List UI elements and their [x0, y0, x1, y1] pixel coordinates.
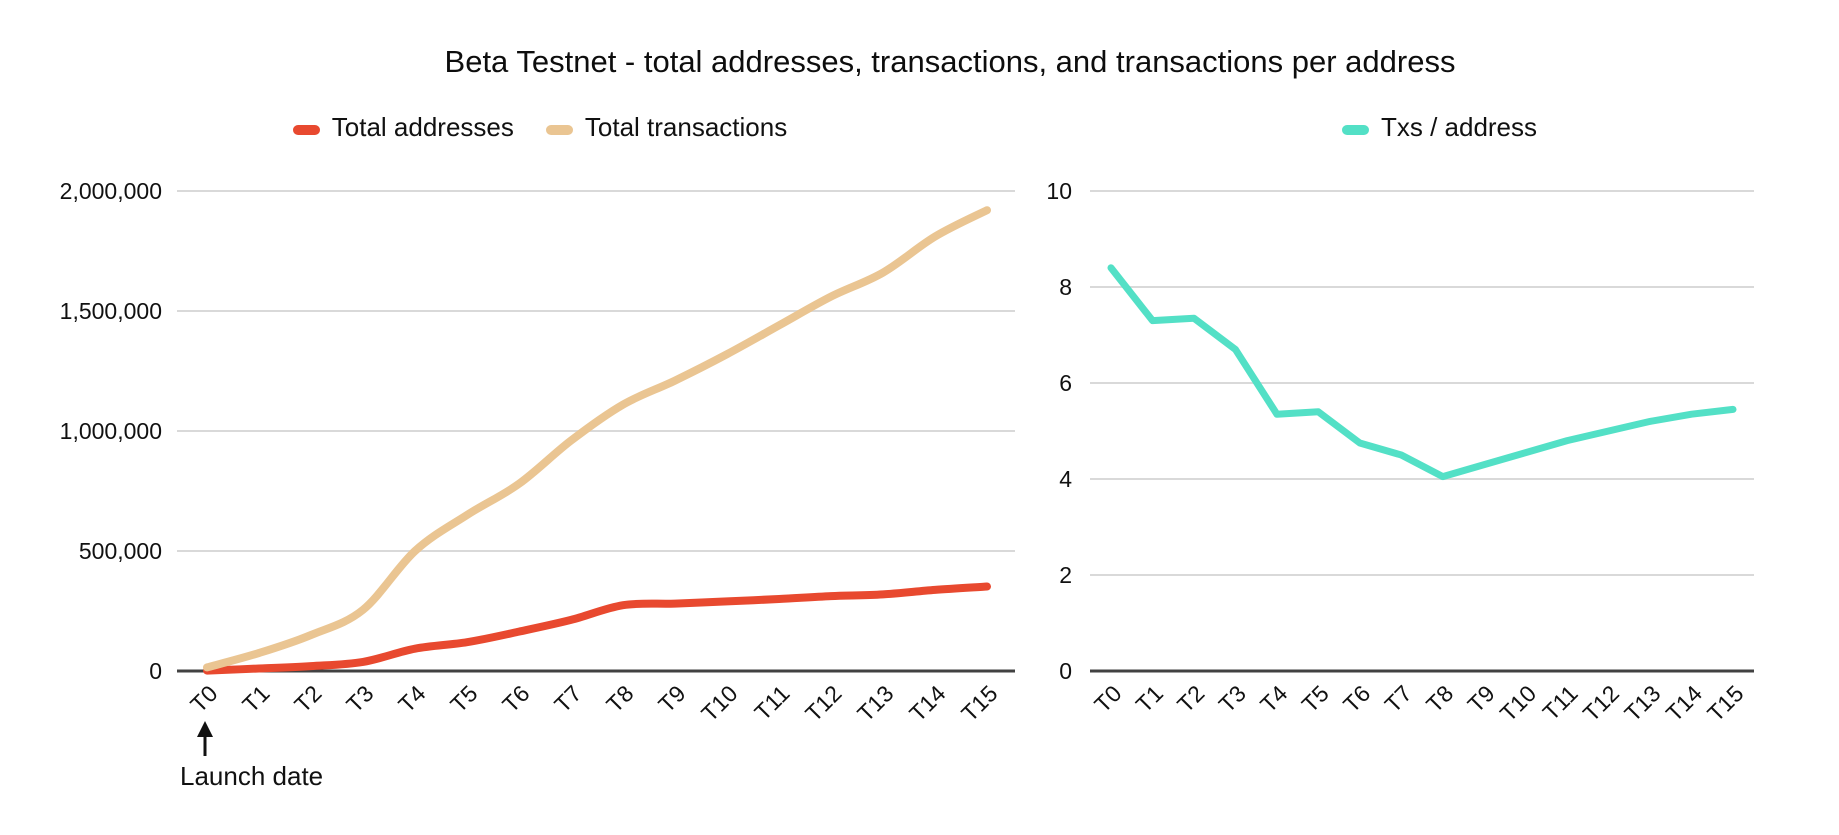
chart0-x-tick-label: T4 — [393, 680, 431, 718]
chart1-x-tick-label: T11 — [1538, 680, 1583, 725]
series-line-txs-address — [1107, 264, 1737, 481]
legend-left: Total addresses Total transactions — [0, 112, 1080, 143]
chart1-y-tick-label: 6 — [1059, 370, 1072, 396]
total-transactions-swatch-icon — [545, 125, 573, 135]
chart0-x-tick-label: T10 — [696, 680, 742, 726]
chart0-y-tick-label: 1,000,000 — [60, 418, 162, 444]
chart0-x-tick-label: T1 — [237, 680, 274, 717]
chart1-x-tick-label: T2 — [1172, 680, 1209, 717]
chart1-x-tick-label: T8 — [1421, 680, 1458, 717]
chart0-x-tick-label: T3 — [341, 680, 378, 717]
legend-label-total-addresses: Total addresses — [331, 112, 514, 142]
chart1-y-tick-label: 10 — [1046, 178, 1072, 204]
chart0-x-tick-label: T15 — [956, 680, 1002, 726]
chart1-x-tick-label: T6 — [1338, 680, 1375, 717]
legend-right: Txs / address — [1040, 112, 1839, 143]
chart1-x-tick-label: T7 — [1379, 680, 1416, 717]
chart0-x-tick-label: T2 — [289, 680, 326, 717]
chart1-y-tick-label: 2 — [1059, 562, 1072, 588]
chart1-x-tick-label: T3 — [1214, 680, 1251, 717]
chart0-x-tick-label: T0 — [185, 680, 222, 717]
launch-date-arrow-icon — [197, 721, 213, 756]
chart0-x-tick-label: T9 — [653, 680, 690, 717]
chart1-x-tick-label: T4 — [1255, 680, 1293, 718]
chart1-x-tick-label: T9 — [1462, 680, 1499, 717]
chart0-y-tick-label: 2,000,000 — [60, 178, 162, 204]
chart0-x-tick-label: T11 — [749, 680, 794, 725]
chart1-x-tick-label: T1 — [1131, 680, 1168, 717]
chart1-x-tick-label: T14 — [1661, 680, 1708, 727]
chart0-y-tick-label: 1,500,000 — [60, 298, 162, 324]
chart1-y-tick-label: 4 — [1059, 466, 1072, 492]
total-addresses-swatch-icon — [292, 125, 320, 135]
series-line-total-transactions — [203, 206, 991, 672]
chart0-y-tick-label: 0 — [149, 658, 162, 684]
chart0-x-tick-label: T6 — [497, 680, 534, 717]
chart1-y-tick-label: 8 — [1059, 274, 1072, 300]
launch-date-annotation: Launch date — [180, 761, 324, 791]
chart0-x-tick-label: T5 — [445, 680, 482, 717]
chart0-x-tick-label: T14 — [904, 680, 951, 727]
chart1-x-tick-label: T5 — [1296, 680, 1333, 717]
chart1-x-tick-label: T0 — [1089, 680, 1126, 717]
chart1-x-tick-label: T13 — [1619, 680, 1665, 726]
legend-item-total-transactions: Total transactions — [545, 112, 788, 143]
series-line-total-addresses — [203, 582, 991, 675]
legend-label-txs-per-address: Txs / address — [1380, 112, 1538, 142]
chart0-y-tick-label: 500,000 — [79, 538, 162, 564]
chart0-x-tick-label: T12 — [800, 680, 846, 726]
chart0-x-tick-label: T7 — [549, 680, 586, 717]
chart0-x-tick-label: T8 — [601, 680, 638, 717]
chart1-x-tick-label: T15 — [1702, 680, 1748, 726]
txs-per-address-swatch-icon — [1341, 125, 1369, 135]
chart0-x-tick-label: T13 — [852, 680, 898, 726]
legend-label-total-transactions: Total transactions — [584, 112, 788, 142]
chart-title: Beta Testnet - total addresses, transact… — [444, 44, 1456, 79]
chart1-x-tick-label: T12 — [1578, 680, 1624, 726]
legend-item-total-addresses: Total addresses — [292, 112, 514, 143]
chart1-y-tick-label: 0 — [1059, 658, 1072, 684]
chart1-x-tick-label: T10 — [1495, 680, 1541, 726]
legend-item-txs-per-address: Txs / address — [1341, 112, 1538, 143]
